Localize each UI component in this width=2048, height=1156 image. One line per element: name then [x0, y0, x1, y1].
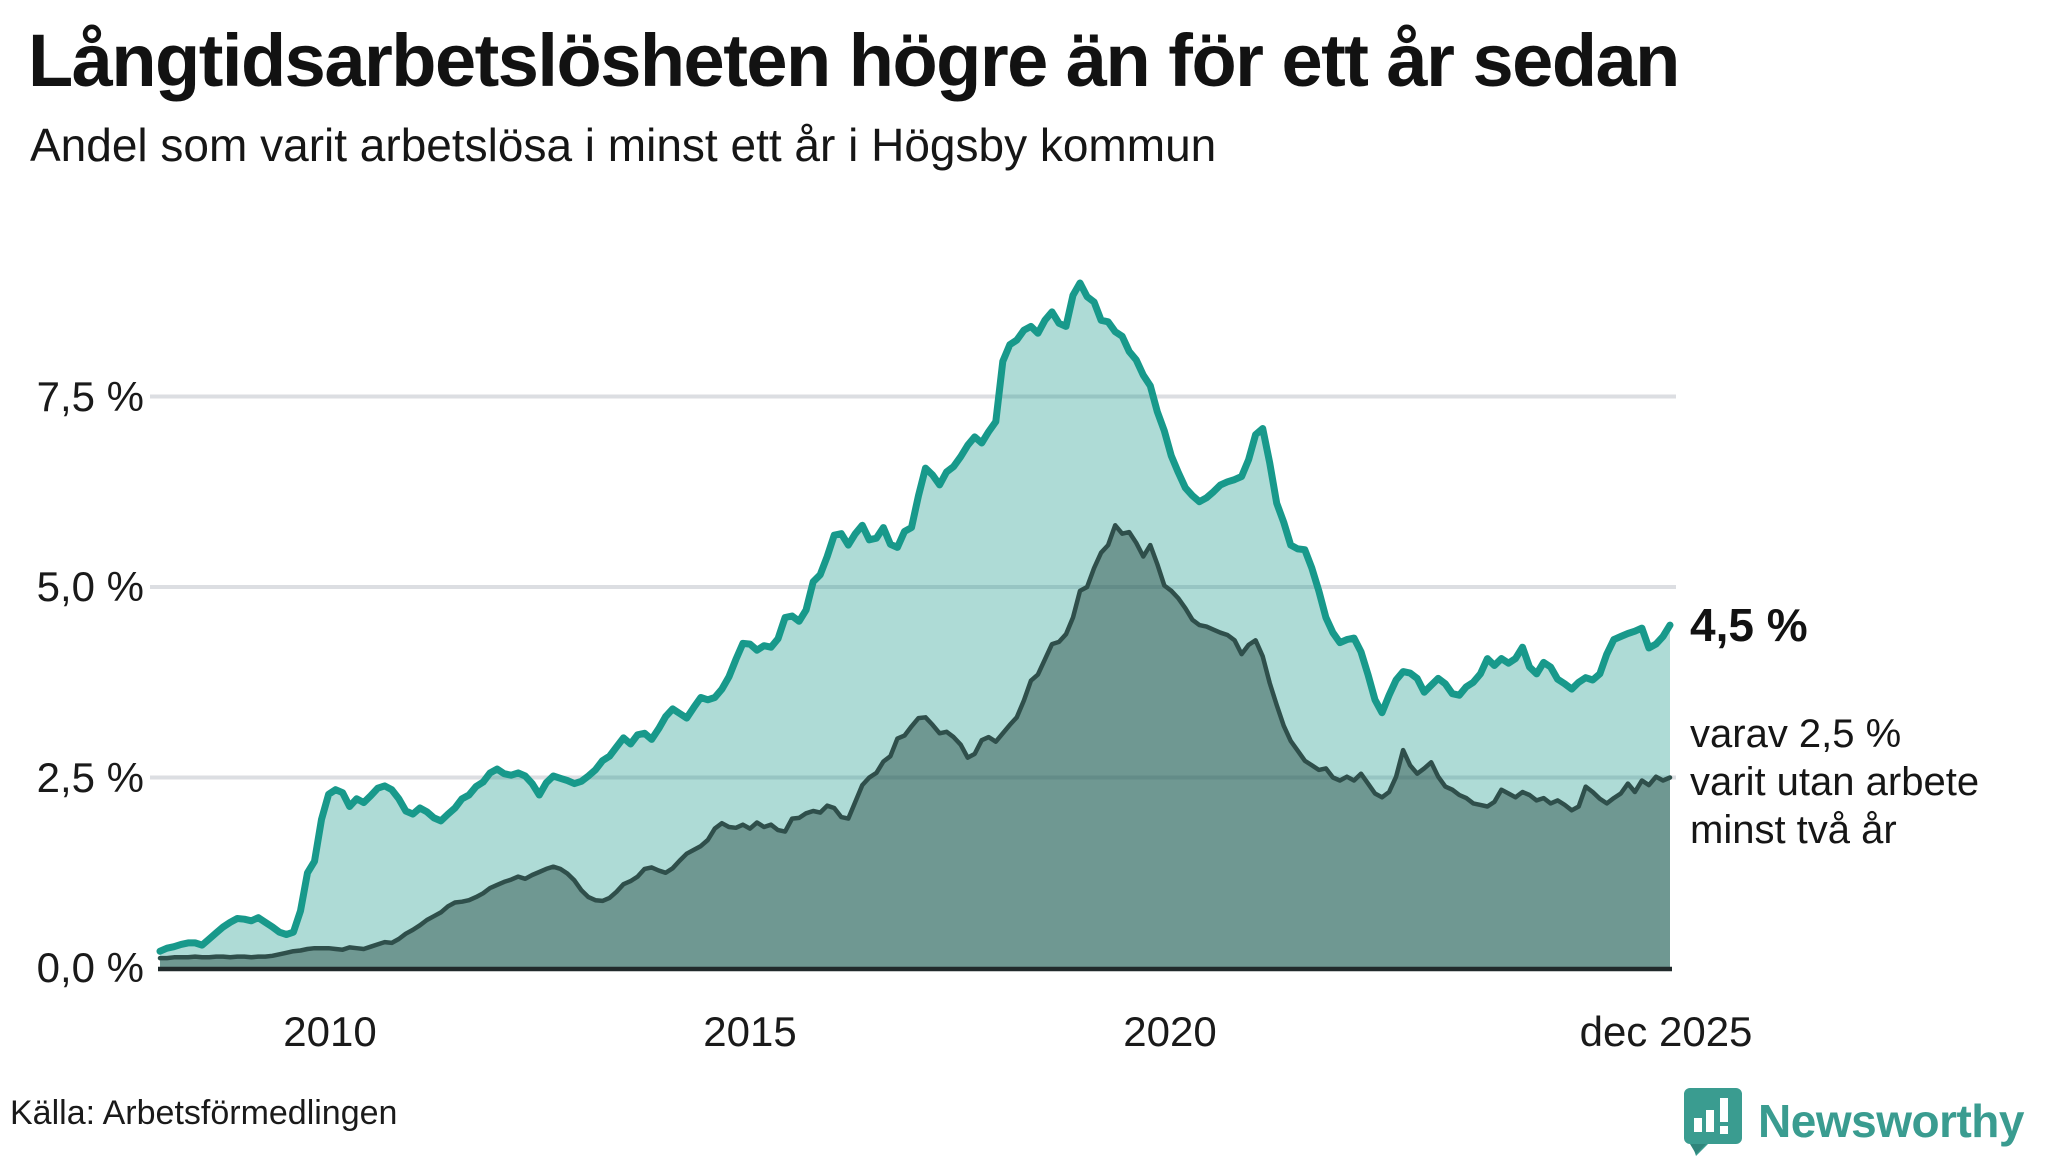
x-axis-tick-2010: 2010 [283, 1008, 377, 1055]
chart-subtitle: Andel som varit arbetslösa i minst ett å… [30, 119, 1217, 171]
x-axis-tick-dec-2025: dec 2025 [1579, 1008, 1753, 1055]
series-line-1 [157, 523, 1673, 961]
y-axis-tick-0-0: 0,0 % [36, 944, 144, 991]
y-axis-tick-5-0: 5,0 % [36, 563, 144, 610]
area-fill-1 [160, 525, 1670, 968]
newsworthy-brand: Newsworthy [1682, 1086, 2024, 1156]
x-axis-tick-2020: 2020 [1123, 1008, 1217, 1055]
x-axis-tick-2015: 2015 [703, 1008, 797, 1055]
y-axis-tick-7-5: 7,5 % [36, 373, 144, 420]
two-year-note: varav 2,5 % varit utan arbete minst två … [1690, 712, 1980, 852]
newsworthy-logo-text: Newsworthy [1758, 1095, 2024, 1147]
series-line-0 [156, 279, 1674, 955]
y-axis-tick-2-5: 2,5 % [36, 754, 144, 801]
latest-value-label: 4,5 % [1690, 599, 1808, 651]
source-credit: Källa: Arbetsförmedlingen [10, 1094, 398, 1132]
newsworthy-logo-icon [1684, 1088, 1743, 1156]
page-title: Långtidsarbetslösheten högre än för ett … [28, 19, 1680, 102]
